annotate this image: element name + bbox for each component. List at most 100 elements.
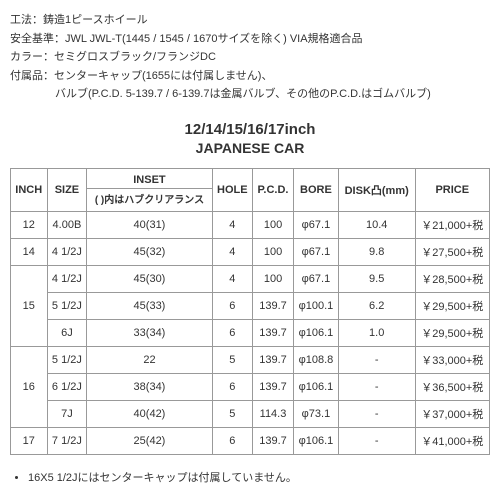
- cell-inset: 25(42): [87, 427, 212, 454]
- cell-size: 4.00B: [47, 211, 87, 238]
- cell-bore: φ100.1: [293, 292, 338, 319]
- cell-price: ￥36,500+税: [415, 373, 489, 400]
- table-row: 6 1/2J38(34)6139.7φ106.1-￥36,500+税: [11, 373, 490, 400]
- cell-bore: φ67.1: [293, 265, 338, 292]
- cell-pcd: 100: [253, 211, 294, 238]
- th-pcd: P.C.D.: [253, 168, 294, 211]
- spec-method-label: 工法：: [10, 14, 43, 26]
- table-row: 124.00B40(31)4100φ67.110.4￥21,000+税: [11, 211, 490, 238]
- cell-hole: 6: [212, 427, 252, 454]
- cell-size: 5 1/2J: [47, 292, 87, 319]
- cell-hole: 6: [212, 292, 252, 319]
- cell-pcd: 139.7: [253, 319, 294, 346]
- cell-disk: 6.2: [338, 292, 415, 319]
- cell-disk: -: [338, 400, 415, 427]
- cell-pcd: 139.7: [253, 373, 294, 400]
- page-title-model: JAPANESE CAR: [10, 140, 490, 156]
- th-inset: INSET: [87, 168, 212, 188]
- cell-price: ￥29,500+税: [415, 292, 489, 319]
- cell-hole: 6: [212, 319, 252, 346]
- cell-size: 7J: [47, 400, 87, 427]
- cell-pcd: 139.7: [253, 346, 294, 373]
- cell-inch: 17: [11, 427, 48, 454]
- cell-pcd: 100: [253, 265, 294, 292]
- cell-bore: φ67.1: [293, 238, 338, 265]
- cell-price: ￥33,000+税: [415, 346, 489, 373]
- wheel-spec-table: INCH SIZE INSET HOLE P.C.D. BORE DISK凸(m…: [10, 168, 490, 455]
- spec-safety: 安全基準：JWL JWL-T(1445 / 1545 / 1670サイズを除く)…: [10, 31, 490, 48]
- cell-hole: 6: [212, 373, 252, 400]
- spec-safety-value: JWL JWL-T(1445 / 1545 / 1670サイズを除く) VIA規…: [65, 33, 363, 45]
- spec-method: 工法：鋳造1ピースホイール: [10, 12, 490, 29]
- cell-bore: φ106.1: [293, 373, 338, 400]
- cell-price: ￥28,500+税: [415, 265, 489, 292]
- th-price: PRICE: [415, 168, 489, 211]
- spec-safety-label: 安全基準：: [10, 33, 65, 45]
- cell-inch: 16: [11, 346, 48, 427]
- cell-size: 7 1/2J: [47, 427, 87, 454]
- cell-price: ￥29,500+税: [415, 319, 489, 346]
- th-inset-sub: ( )内はハブクリアランス: [87, 188, 212, 211]
- footnote-list: 16X5 1/2Jにはセンターキャップは付属していません。: [10, 469, 490, 485]
- spec-accessory-label: 付属品：: [10, 70, 54, 82]
- th-inch: INCH: [11, 168, 48, 211]
- th-hole: HOLE: [212, 168, 252, 211]
- spec-accessory-value2: バルブ(P.C.D. 5-139.7 / 6-139.7は金属バルブ、その他のP…: [55, 88, 431, 100]
- cell-disk: -: [338, 427, 415, 454]
- cell-bore: φ106.1: [293, 319, 338, 346]
- th-disk: DISK凸(mm): [338, 168, 415, 211]
- cell-disk: -: [338, 346, 415, 373]
- cell-price: ￥41,000+税: [415, 427, 489, 454]
- spec-color-value: セミグロスブラック/フランジDC: [54, 51, 216, 63]
- th-bore: BORE: [293, 168, 338, 211]
- cell-inset: 45(30): [87, 265, 212, 292]
- cell-disk: 10.4: [338, 211, 415, 238]
- cell-hole: 4: [212, 211, 252, 238]
- cell-inch: 12: [11, 211, 48, 238]
- spec-accessory: 付属品：センターキャップ(1655には付属しません)、: [10, 68, 490, 85]
- table-row: 7J40(42)5114.3φ73.1-￥37,000+税: [11, 400, 490, 427]
- cell-price: ￥37,000+税: [415, 400, 489, 427]
- cell-size: 6 1/2J: [47, 373, 87, 400]
- cell-price: ￥27,500+税: [415, 238, 489, 265]
- spec-color: カラー：セミグロスブラック/フランジDC: [10, 49, 490, 66]
- cell-size: 4 1/2J: [47, 265, 87, 292]
- cell-hole: 5: [212, 346, 252, 373]
- cell-disk: 9.5: [338, 265, 415, 292]
- cell-inset: 38(34): [87, 373, 212, 400]
- cell-size: 5 1/2J: [47, 346, 87, 373]
- cell-size: 4 1/2J: [47, 238, 87, 265]
- spec-color-label: カラー：: [10, 51, 54, 63]
- cell-bore: φ106.1: [293, 427, 338, 454]
- cell-disk: -: [338, 373, 415, 400]
- cell-disk: 1.0: [338, 319, 415, 346]
- cell-inset: 40(31): [87, 211, 212, 238]
- cell-inset: 40(42): [87, 400, 212, 427]
- table-row: 154 1/2J45(30)4100φ67.19.5￥28,500+税: [11, 265, 490, 292]
- cell-bore: φ73.1: [293, 400, 338, 427]
- cell-inset: 45(33): [87, 292, 212, 319]
- spec-method-value: 鋳造1ピースホイール: [43, 14, 148, 26]
- cell-hole: 5: [212, 400, 252, 427]
- cell-hole: 4: [212, 238, 252, 265]
- cell-hole: 4: [212, 265, 252, 292]
- cell-pcd: 139.7: [253, 427, 294, 454]
- cell-inset: 22: [87, 346, 212, 373]
- cell-price: ￥21,000+税: [415, 211, 489, 238]
- spec-accessory-value1: センターキャップ(1655には付属しません)、: [54, 70, 272, 82]
- table-row: 6J33(34)6139.7φ106.11.0￥29,500+税: [11, 319, 490, 346]
- cell-pcd: 114.3: [253, 400, 294, 427]
- cell-inch: 15: [11, 265, 48, 346]
- table-row: 177 1/2J25(42)6139.7φ106.1-￥41,000+税: [11, 427, 490, 454]
- table-body: 124.00B40(31)4100φ67.110.4￥21,000+税144 1…: [11, 211, 490, 454]
- th-size: SIZE: [47, 168, 87, 211]
- table-row: 144 1/2J45(32)4100φ67.19.8￥27,500+税: [11, 238, 490, 265]
- footnote-item: 16X5 1/2Jにはセンターキャップは付属していません。: [28, 469, 490, 485]
- cell-inch: 14: [11, 238, 48, 265]
- spec-accessory-line2: バルブ(P.C.D. 5-139.7 / 6-139.7は金属バルブ、その他のP…: [10, 86, 490, 103]
- cell-bore: φ67.1: [293, 211, 338, 238]
- cell-pcd: 139.7: [253, 292, 294, 319]
- cell-pcd: 100: [253, 238, 294, 265]
- page-title-sizes: 12/14/15/16/17inch: [10, 121, 490, 138]
- cell-inset: 33(34): [87, 319, 212, 346]
